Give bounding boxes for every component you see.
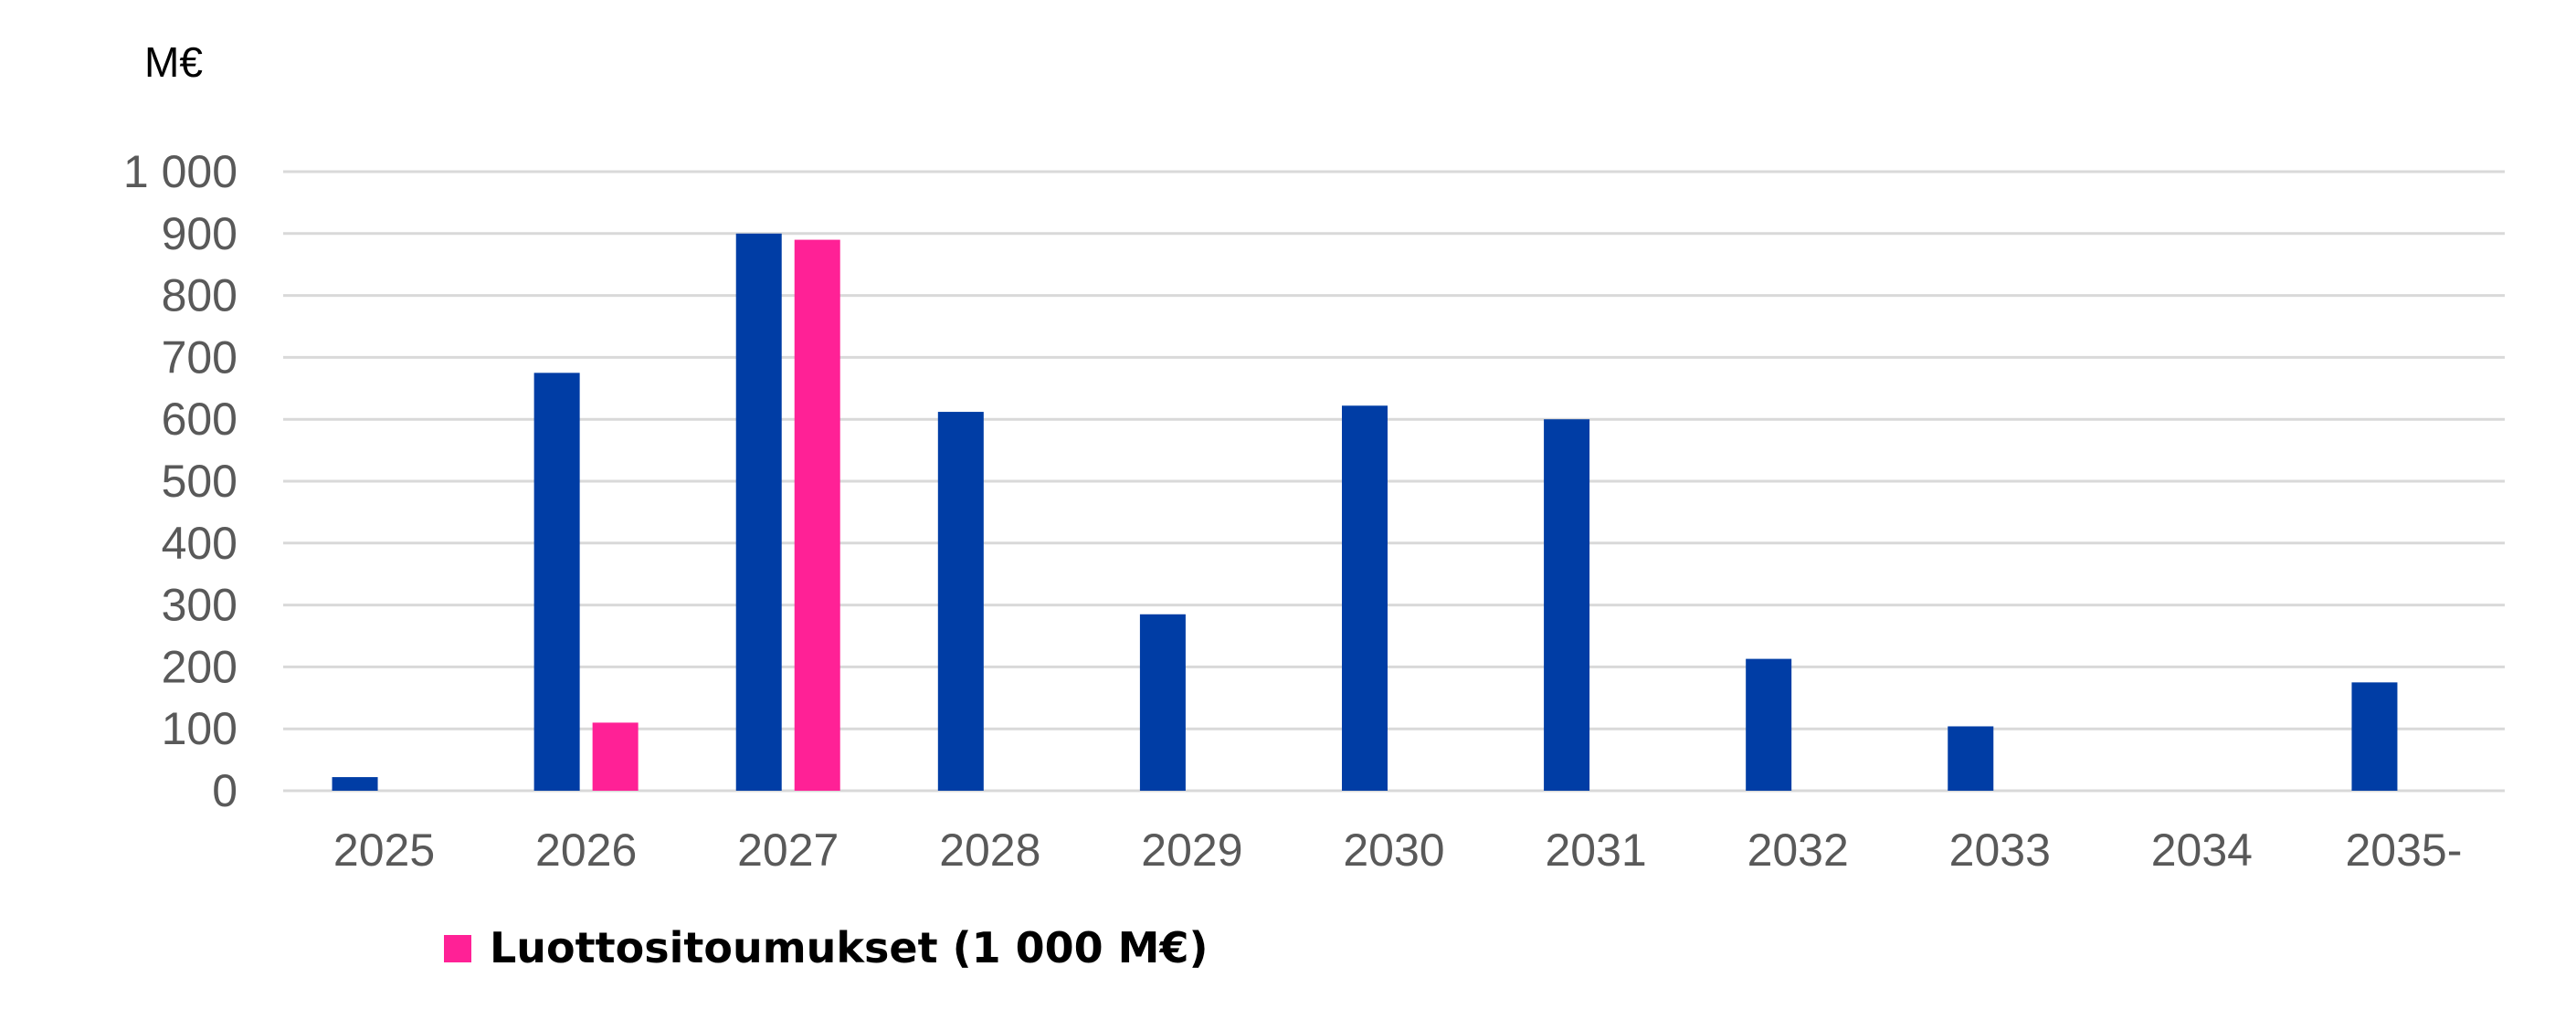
- y-tick-label: 100: [162, 703, 238, 754]
- bar-blue-2032: [1746, 658, 1792, 791]
- y-tick-label: 400: [162, 518, 238, 569]
- bar-blue-2027: [735, 233, 782, 792]
- y-tick-label: 1 000: [123, 146, 238, 197]
- bar-blue-2028: [937, 412, 984, 791]
- y-tick-label: 900: [162, 208, 238, 259]
- gridlines: [283, 170, 2505, 793]
- bar-blue-2026: [533, 373, 580, 791]
- y-tick-label: 600: [162, 394, 238, 445]
- bar-blue-2033: [1948, 726, 1994, 791]
- x-axis-ticks: 2025 2026 2027 2028 2029 2030 2031 2032 2033 2034…: [333, 825, 2462, 876]
- legend: Luottositoumukset (1 000 M€): [444, 923, 1208, 972]
- bar-pink-2027: [794, 239, 840, 792]
- x-tick-label: 2030: [1343, 825, 1444, 876]
- bars: [332, 233, 2398, 792]
- bar-blue-2035-: [2351, 682, 2398, 791]
- bar-blue-2030: [1342, 405, 1388, 791]
- y-tick-label: 700: [162, 331, 238, 383]
- x-tick-label: 2035-: [2346, 825, 2463, 876]
- bar-blue-2029: [1139, 614, 1186, 791]
- bar-blue-2025: [332, 777, 378, 791]
- x-tick-label: 2027: [737, 825, 839, 876]
- bar-pink-2026: [592, 722, 639, 791]
- y-tick-label: 500: [162, 456, 238, 507]
- y-tick-label: 300: [162, 580, 238, 631]
- x-tick-label: 2031: [1545, 825, 1646, 876]
- x-tick-label: 2034: [2151, 825, 2253, 876]
- x-tick-label: 2028: [939, 825, 1040, 876]
- x-tick-label: 2032: [1747, 825, 1849, 876]
- x-tick-label: 2033: [1949, 825, 2051, 876]
- y-tick-label: 800: [162, 270, 238, 321]
- legend-label-luottositoumukset: Luottositoumukset (1 000 M€): [490, 923, 1208, 972]
- y-axis-ticks: 0 100 200 300 400 500 600 700 800 900 1 000: [123, 146, 238, 816]
- y-tick-label: 200: [162, 641, 238, 692]
- x-tick-label: 2025: [333, 825, 435, 876]
- x-tick-label: 2026: [535, 825, 637, 876]
- y-axis-unit-label: M€: [144, 38, 203, 86]
- bar-blue-2031: [1544, 419, 1590, 791]
- legend-swatch-luottositoumukset: [444, 935, 471, 962]
- y-tick-label: 0: [212, 765, 238, 816]
- x-tick-label: 2029: [1141, 825, 1242, 876]
